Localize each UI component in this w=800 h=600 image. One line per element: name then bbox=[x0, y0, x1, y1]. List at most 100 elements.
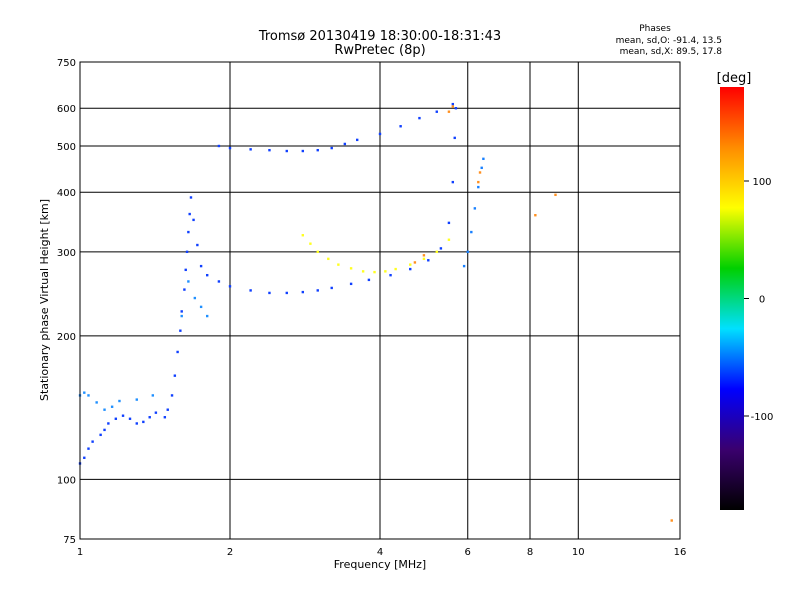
data-point bbox=[135, 398, 138, 401]
data-point bbox=[466, 250, 469, 254]
data-point bbox=[462, 264, 466, 268]
data-point bbox=[384, 270, 387, 273]
data-point bbox=[454, 107, 458, 110]
data-point bbox=[187, 280, 190, 283]
x-axis-ticks: 1 2 4 6 8 10 16 bbox=[77, 547, 687, 558]
data-point bbox=[187, 230, 190, 234]
data-point bbox=[435, 250, 438, 254]
data-points bbox=[78, 102, 673, 522]
data-point bbox=[399, 125, 402, 128]
data-point bbox=[378, 132, 382, 136]
data-point bbox=[409, 263, 412, 266]
y-tick-label: 300 bbox=[57, 248, 76, 259]
data-point bbox=[114, 417, 118, 420]
data-point bbox=[228, 146, 232, 150]
data-point bbox=[87, 394, 90, 397]
data-point bbox=[128, 417, 132, 420]
data-point bbox=[478, 171, 482, 174]
y-tick-label: 75 bbox=[63, 535, 76, 546]
data-point bbox=[355, 138, 359, 142]
data-point bbox=[180, 310, 183, 313]
data-point bbox=[309, 242, 312, 245]
data-point bbox=[301, 290, 305, 294]
x-tick-label: 8 bbox=[527, 547, 533, 558]
data-point bbox=[192, 218, 195, 222]
data-point bbox=[107, 422, 110, 425]
data-point bbox=[285, 291, 288, 295]
data-point bbox=[193, 296, 197, 300]
data-point bbox=[166, 408, 169, 411]
data-point bbox=[447, 221, 451, 225]
data-point bbox=[422, 254, 426, 257]
data-point bbox=[470, 230, 473, 234]
data-point bbox=[422, 257, 426, 261]
data-point bbox=[103, 428, 106, 432]
data-point bbox=[151, 394, 155, 397]
y-tick-label: 750 bbox=[57, 58, 76, 69]
data-point bbox=[183, 288, 186, 291]
data-point bbox=[670, 519, 673, 522]
data-point bbox=[389, 273, 392, 277]
data-point bbox=[413, 261, 417, 264]
y-tick-label: 100 bbox=[57, 475, 76, 486]
data-point bbox=[480, 166, 483, 170]
data-point bbox=[301, 234, 305, 237]
y-axis-label: Stationary phase Virtual Height [km] bbox=[38, 199, 51, 401]
data-point bbox=[154, 411, 158, 414]
data-point bbox=[316, 148, 319, 152]
data-point bbox=[142, 420, 145, 424]
data-point bbox=[451, 180, 455, 184]
data-point bbox=[453, 136, 456, 140]
data-point bbox=[327, 257, 330, 261]
data-point bbox=[163, 416, 167, 419]
stats-o-line: mean, sd,O: -91.4, 13.5 bbox=[616, 36, 722, 46]
x-tick-label: 4 bbox=[377, 547, 383, 558]
colorbar-tick-label: 0 bbox=[759, 295, 765, 306]
data-point bbox=[451, 102, 455, 106]
x-tick-label: 2 bbox=[227, 547, 233, 558]
data-point bbox=[330, 286, 333, 290]
data-point bbox=[301, 149, 305, 153]
data-point bbox=[316, 250, 319, 254]
data-point bbox=[83, 456, 86, 459]
data-point bbox=[435, 110, 438, 113]
data-point bbox=[447, 110, 451, 113]
data-point bbox=[188, 212, 191, 216]
y-tick-label: 400 bbox=[57, 188, 76, 199]
data-point bbox=[228, 285, 232, 288]
data-point bbox=[118, 399, 121, 403]
data-point bbox=[196, 243, 199, 247]
y-tick-label: 200 bbox=[57, 332, 76, 343]
data-point bbox=[135, 422, 138, 425]
data-point bbox=[418, 116, 421, 120]
data-point bbox=[176, 350, 179, 354]
data-point bbox=[199, 305, 203, 309]
data-point bbox=[148, 416, 151, 419]
data-point bbox=[268, 291, 271, 295]
data-point bbox=[337, 263, 340, 266]
data-point bbox=[199, 264, 203, 268]
data-point bbox=[343, 142, 347, 146]
data-point bbox=[482, 157, 485, 161]
chart-subtitle: RwPretec (8p) bbox=[334, 43, 425, 58]
plot-grid bbox=[79, 61, 681, 540]
colorbar-ticks: 100 0 -100 bbox=[744, 177, 773, 423]
data-point bbox=[103, 408, 106, 411]
data-point bbox=[285, 149, 288, 153]
data-point bbox=[91, 440, 94, 443]
data-point bbox=[83, 391, 86, 394]
colorbar-label: [deg] bbox=[717, 71, 752, 86]
data-point bbox=[99, 433, 102, 437]
data-point bbox=[447, 238, 451, 241]
data-point bbox=[189, 196, 193, 199]
data-point bbox=[179, 329, 182, 332]
stats-header: Phases bbox=[639, 24, 671, 34]
data-point bbox=[249, 289, 252, 292]
data-point bbox=[361, 270, 365, 273]
x-tick-label: 10 bbox=[572, 547, 585, 558]
data-point bbox=[185, 250, 189, 254]
y-tick-label: 500 bbox=[57, 142, 76, 153]
data-point bbox=[349, 282, 353, 286]
data-point bbox=[373, 270, 376, 274]
